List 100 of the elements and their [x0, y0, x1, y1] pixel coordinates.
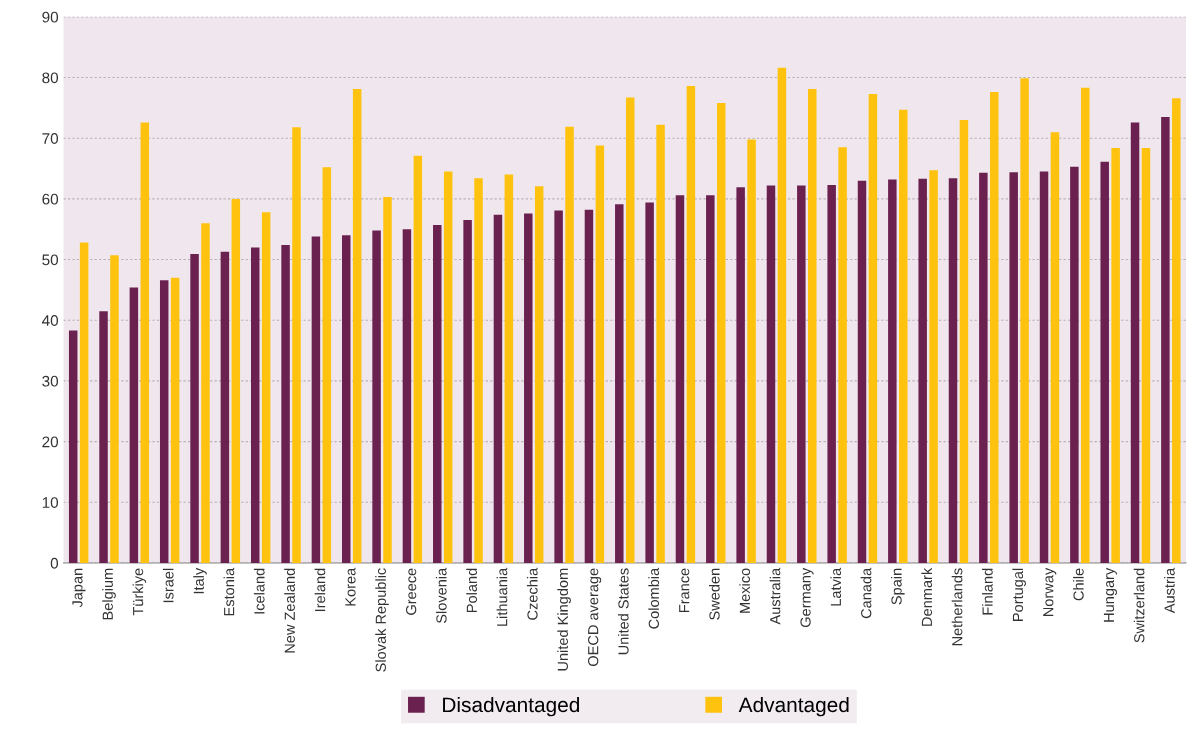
y-tick-label: 30 [42, 375, 59, 387]
bar [493, 214, 503, 563]
bar [504, 174, 514, 563]
bar [990, 92, 999, 563]
x-tick-label: Lithuania [496, 567, 508, 626]
x-tick-label: Norway [1043, 567, 1057, 617]
x-tick-label: Greece [405, 568, 417, 615]
bar [352, 89, 362, 563]
bar [584, 209, 594, 563]
bar [959, 120, 969, 563]
x-tick-label: Poland [466, 568, 477, 613]
bar [675, 195, 685, 563]
bar [311, 236, 321, 563]
y-tick-label: 70 [42, 133, 59, 144]
bar [899, 109, 908, 563]
x-tick-label: France [679, 568, 690, 612]
bar [857, 180, 867, 563]
x-tick-label: Ireland [314, 568, 326, 612]
bar [625, 97, 635, 563]
bar [766, 185, 776, 563]
bar [474, 178, 483, 563]
x-tick-label: Austria [1164, 567, 1175, 614]
x-tick-label: Iceland [253, 568, 265, 614]
x-tick-label: Hungary [1103, 567, 1117, 622]
bar [140, 122, 150, 563]
bar [413, 155, 423, 563]
x-tick-label: Estonia [223, 567, 235, 616]
bar [656, 124, 665, 563]
bar [250, 247, 260, 563]
x-tick-label: Sweden [708, 568, 720, 620]
bar [1020, 78, 1029, 563]
bar [342, 235, 351, 563]
bar [110, 255, 119, 563]
bar [888, 179, 897, 563]
x-tick-label: United Kingdom [557, 568, 571, 671]
bar [383, 197, 392, 563]
bar [554, 210, 563, 563]
x-tick-label: Portugal [1012, 568, 1026, 621]
bar [808, 89, 817, 563]
x-tick-label: Denmark [921, 567, 933, 626]
bar [402, 229, 412, 563]
y-tick-label: 90 [42, 11, 59, 23]
y-tick-label: 80 [42, 72, 59, 84]
x-tick-label: Colombia [648, 567, 660, 629]
x-tick-label: Japan [72, 568, 86, 608]
legend-label: Disadvantaged [443, 696, 580, 717]
bar [534, 186, 544, 563]
bar [231, 198, 241, 563]
x-tick-label: Canada [860, 567, 872, 619]
bar [129, 287, 139, 563]
bar [979, 172, 988, 563]
bar [645, 202, 654, 563]
bar [615, 204, 624, 563]
bar [220, 251, 230, 563]
bar [68, 330, 78, 563]
bar [948, 178, 958, 563]
bar [261, 212, 271, 563]
x-tick-label: Korea [345, 567, 356, 606]
bar [747, 139, 756, 563]
x-tick-label: Netherlands [951, 568, 963, 646]
y-tick-label: 20 [42, 436, 59, 448]
x-tick-label: Switzerland [1133, 568, 1145, 643]
bar [372, 230, 381, 563]
bar [443, 171, 453, 563]
bar [1100, 161, 1109, 563]
bar [868, 93, 878, 563]
bar [716, 103, 726, 563]
x-tick-label: Spain [891, 568, 905, 605]
bar [777, 67, 787, 563]
bar [433, 224, 442, 563]
bar [595, 145, 605, 563]
bar [1161, 116, 1170, 563]
bar [1081, 87, 1090, 563]
bar [159, 280, 169, 563]
bar [292, 127, 301, 563]
bar [1009, 172, 1018, 563]
y-tick-label: 10 [42, 497, 59, 508]
bar [1172, 98, 1181, 563]
bar [463, 220, 472, 563]
bar [929, 170, 938, 563]
bar [1111, 147, 1120, 563]
bar [1070, 166, 1079, 563]
bar [170, 277, 180, 563]
y-tick-label: 60 [42, 193, 59, 205]
x-tick-label: Czechia [526, 567, 538, 620]
bar [797, 185, 806, 563]
bar [1039, 171, 1049, 563]
x-tick-label: Belgium [102, 568, 116, 620]
x-tick-label: New Zealand [284, 568, 295, 653]
bar [827, 184, 836, 563]
y-tick-label: 40 [41, 315, 59, 326]
x-tick-label: Slovenia [435, 567, 447, 624]
bar [524, 213, 533, 563]
x-tick-label: Italy [193, 567, 207, 594]
x-tick-label: Mexico [739, 568, 751, 613]
bar [1141, 147, 1151, 563]
bar [918, 178, 927, 563]
bar [322, 167, 332, 563]
bar [190, 254, 199, 563]
x-tick-label: Finland [982, 568, 993, 615]
